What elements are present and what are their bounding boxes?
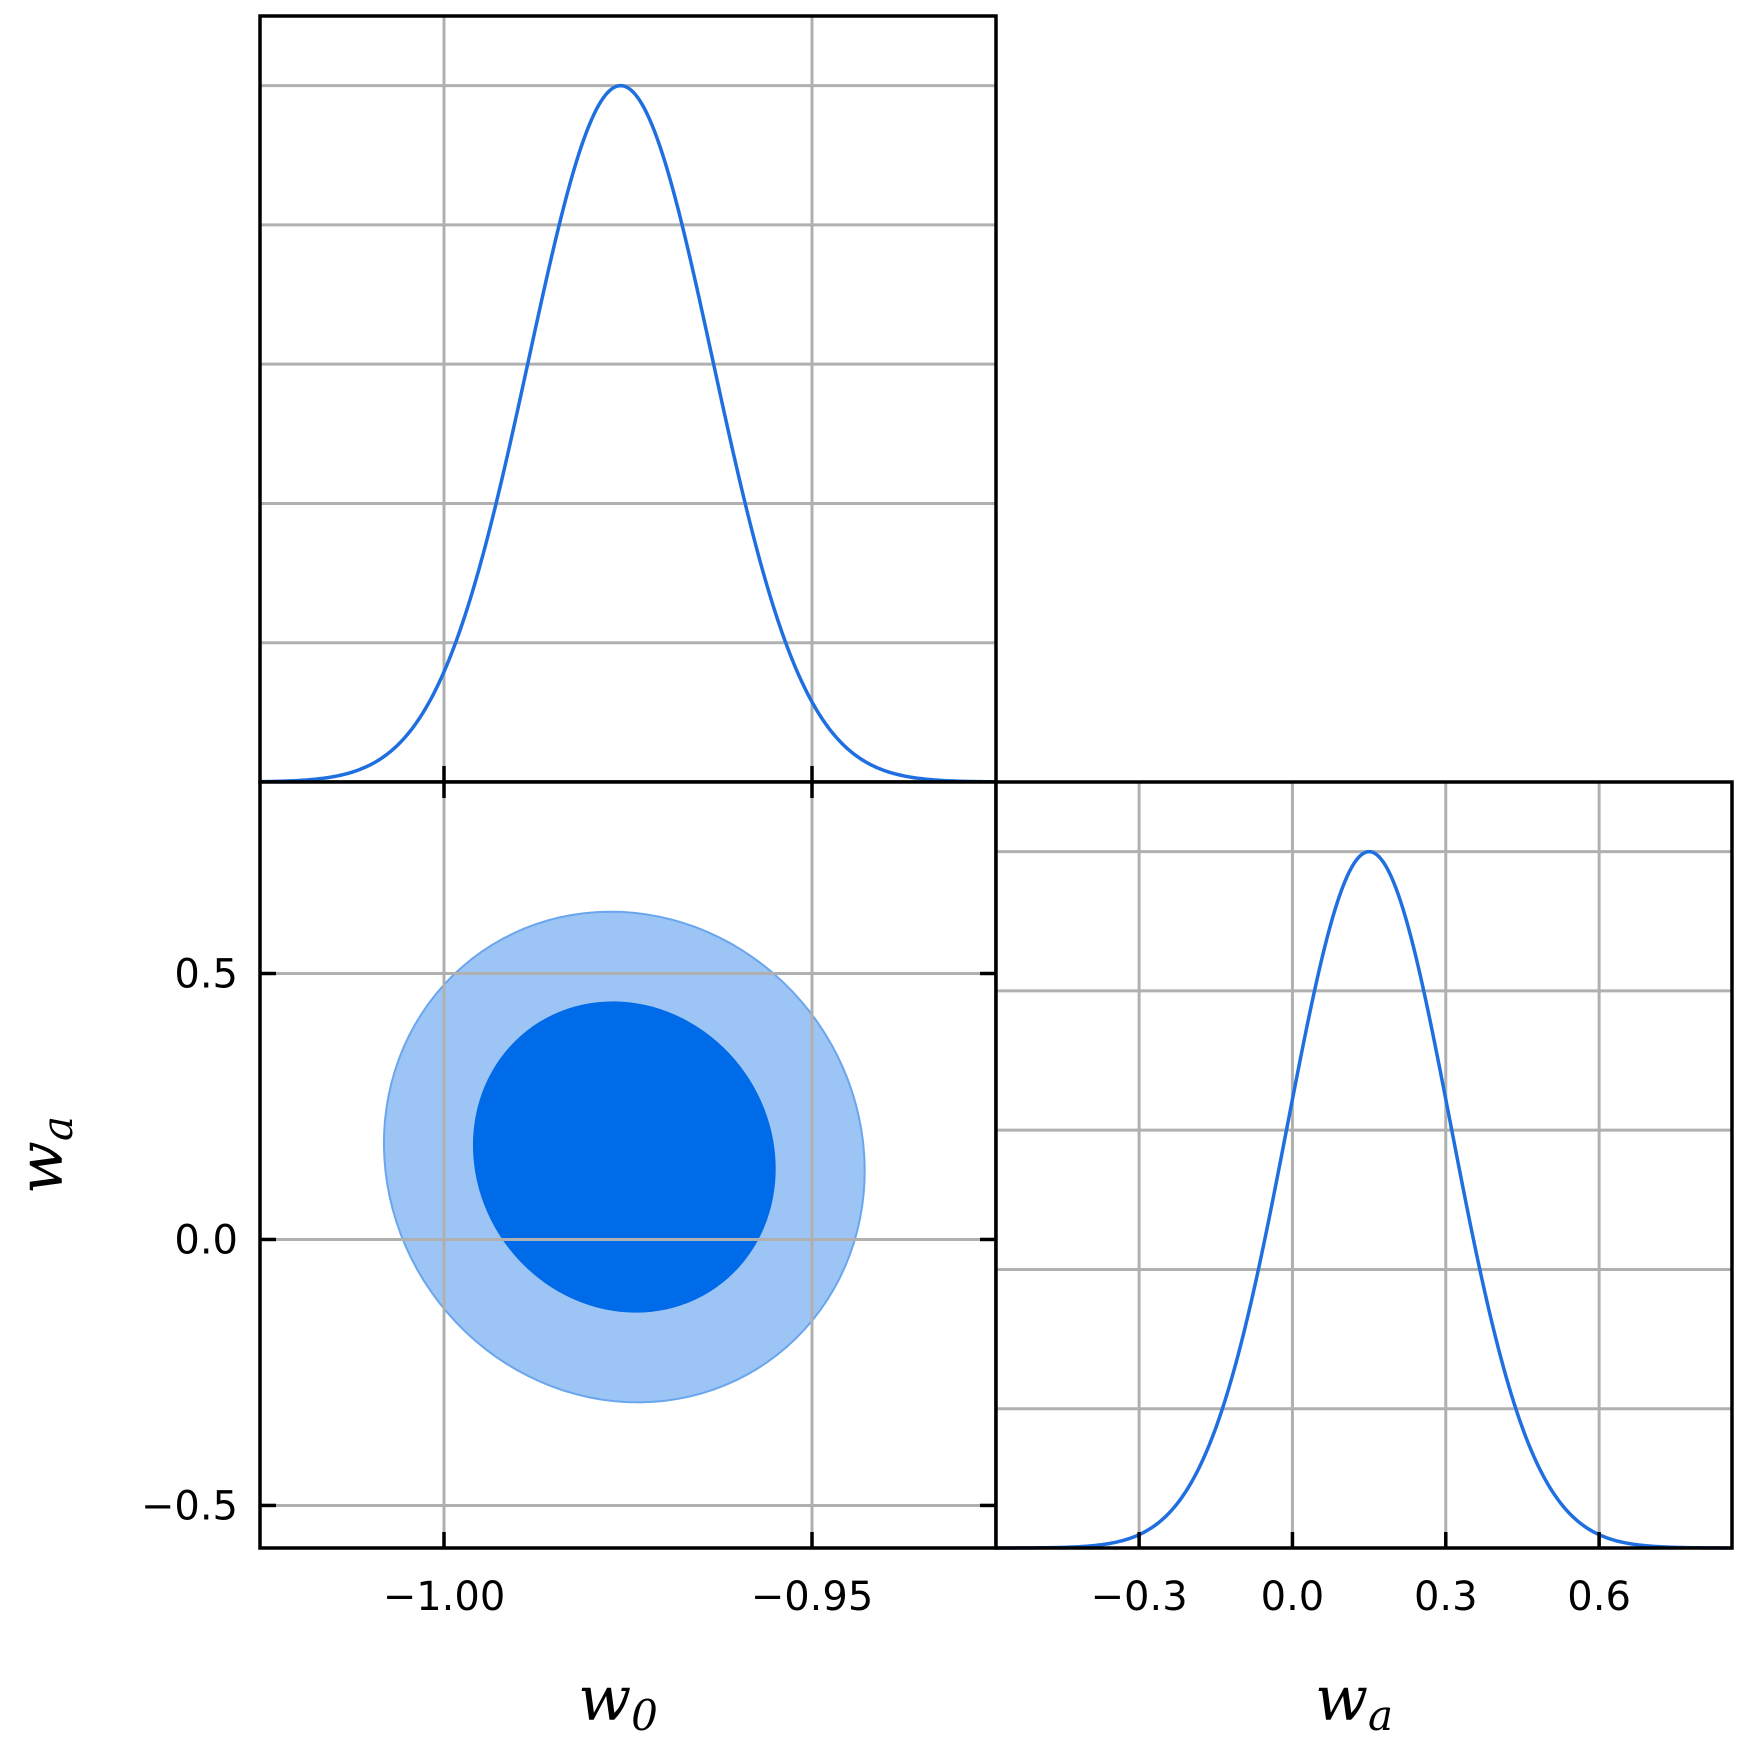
- w0-marginal-ticks: [442, 766, 814, 782]
- joint-y-tick-label-2: 0.5: [174, 952, 238, 998]
- wa-marginal-x-tick-label-2: 0.3: [1414, 1574, 1478, 1620]
- wa-marginal-background: [996, 782, 1732, 1548]
- w0-marginal-curve: [259, 83, 997, 784]
- x-axis-label-w0: w0: [578, 1662, 658, 1740]
- wa-marginal-x-tick-label-1: 0.0: [1261, 1574, 1325, 1620]
- joint-grid: [260, 782, 996, 1548]
- joint-x-tick-labels: −1.00 −0.95: [383, 1574, 874, 1620]
- x-axis-label-wa: wa: [1315, 1662, 1393, 1740]
- wa-marginal-curve: [996, 849, 1732, 1550]
- wa-marginal-x-tick-labels: −0.3 0.0 0.3 0.6: [1091, 1574, 1631, 1620]
- joint-y-tick-label-1: 0.0: [174, 1217, 238, 1263]
- w0-marginal-grid: [260, 16, 996, 782]
- joint-y-tick-labels: −0.5 0.0 0.5: [141, 952, 238, 1530]
- contour-68-region: [472, 1001, 776, 1313]
- joint-x-tick-label-0: −1.00: [383, 1574, 506, 1620]
- wa-marginal-grid: [996, 782, 1732, 1548]
- joint-y-tick-label-0: −0.5: [141, 1483, 238, 1529]
- wa-marginal-x-tick-label-0: −0.3: [1091, 1574, 1188, 1620]
- w0-marginal-panel: [258, 14, 998, 784]
- joint-contours: [382, 910, 866, 1404]
- wa-marginal-x-tick-label-3: 0.6: [1567, 1574, 1631, 1620]
- joint-panel: −1.00 −0.95 −0.5 0.0 0.5: [141, 780, 998, 1620]
- joint-ticks: [260, 782, 996, 1548]
- joint-x-tick-label-1: −0.95: [751, 1574, 874, 1620]
- wa-marginal-panel: −0.3 0.0 0.3 0.6: [994, 780, 1734, 1620]
- wa-marginal-ticks: [1137, 1532, 1601, 1548]
- wa-marginal-frame: [994, 780, 1734, 1550]
- w0-marginal-background: [260, 16, 996, 782]
- y-axis-label-wa: wa: [4, 1116, 82, 1194]
